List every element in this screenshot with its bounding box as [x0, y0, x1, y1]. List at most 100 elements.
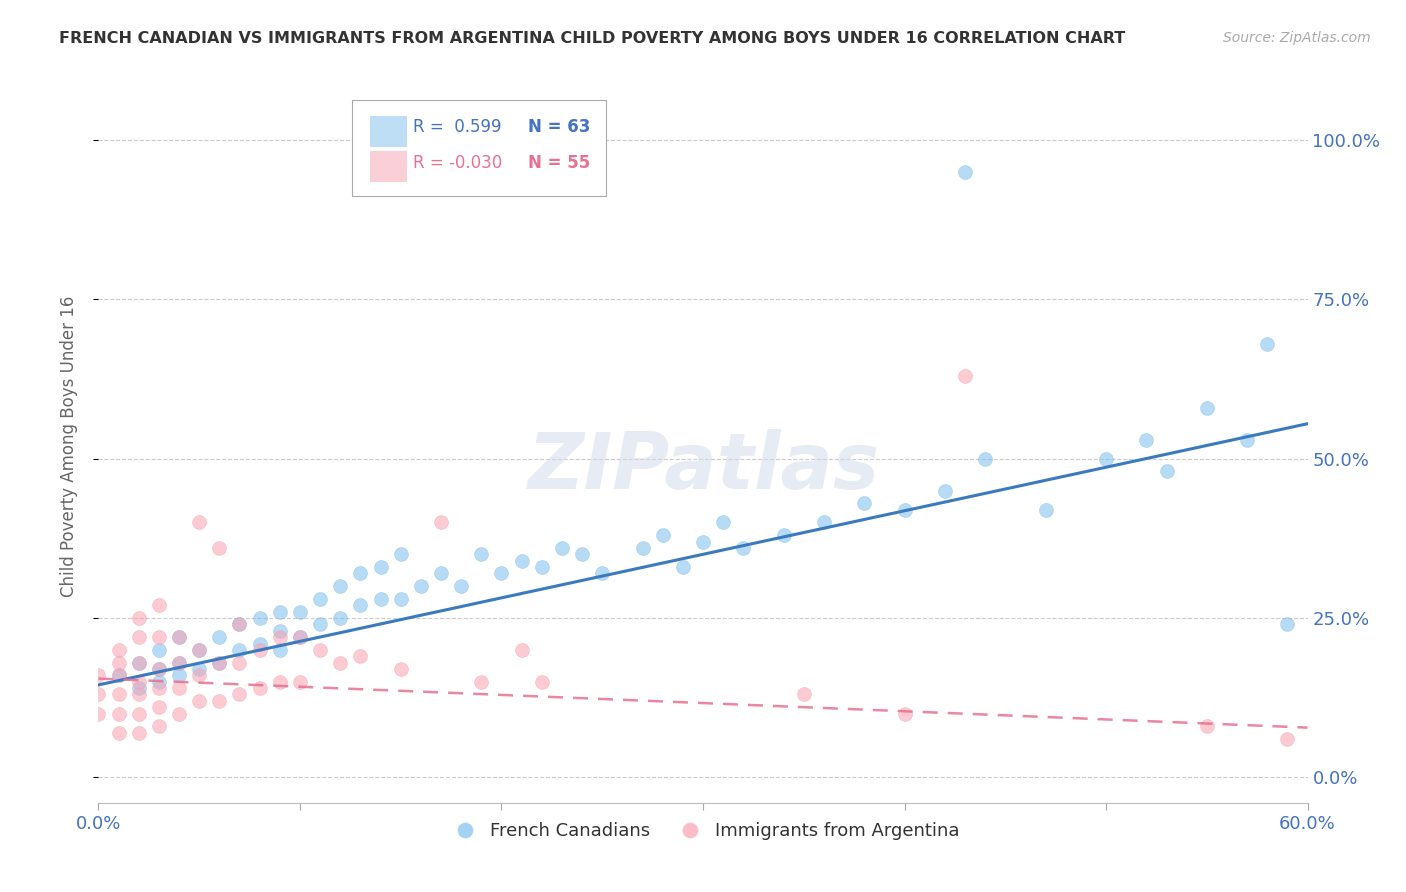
Point [772, 528, 794, 542]
Point [1035, 502, 1057, 516]
Point [148, 719, 170, 733]
Point [128, 688, 150, 702]
Point [228, 688, 250, 702]
Point [188, 694, 211, 708]
Point [349, 599, 371, 613]
Point [249, 681, 271, 695]
Point [208, 694, 231, 708]
Point [853, 496, 876, 510]
Text: N = 63: N = 63 [527, 118, 591, 136]
Point [510, 643, 533, 657]
Point [167, 656, 190, 670]
Point [208, 656, 231, 670]
Point [329, 579, 352, 593]
Point [87, 668, 110, 682]
Point [692, 534, 714, 549]
Point [309, 617, 332, 632]
Point [530, 560, 553, 574]
Point [510, 554, 533, 568]
Point [430, 566, 453, 581]
Point [188, 668, 211, 682]
Point [269, 624, 291, 638]
Point [813, 516, 835, 530]
Point [148, 662, 170, 676]
Point [288, 605, 311, 619]
Point [470, 547, 492, 561]
Point [370, 560, 392, 574]
Point [249, 611, 271, 625]
FancyBboxPatch shape [371, 152, 405, 181]
Point [591, 566, 613, 581]
Point [128, 681, 150, 695]
Point [711, 516, 734, 530]
Point [329, 611, 352, 625]
Point [128, 725, 150, 739]
Point [530, 674, 553, 689]
Point [651, 528, 673, 542]
Point [249, 636, 271, 650]
Point [249, 643, 271, 657]
Legend: French Canadians, Immigrants from Argentina: French Canadians, Immigrants from Argent… [439, 815, 967, 847]
Point [148, 674, 170, 689]
Point [128, 630, 150, 644]
Point [491, 566, 513, 581]
Text: N = 55: N = 55 [527, 153, 591, 171]
Point [631, 541, 654, 555]
Point [269, 605, 291, 619]
Point [128, 656, 150, 670]
Point [672, 560, 695, 574]
Point [167, 630, 190, 644]
Point [128, 674, 150, 689]
FancyBboxPatch shape [353, 100, 606, 196]
Point [470, 674, 492, 689]
Point [107, 668, 129, 682]
Point [228, 656, 250, 670]
Text: Source: ZipAtlas.com: Source: ZipAtlas.com [1223, 31, 1371, 45]
Point [450, 579, 472, 593]
Point [107, 643, 129, 657]
Point [167, 630, 190, 644]
Point [430, 516, 453, 530]
Point [793, 688, 815, 702]
Point [148, 630, 170, 644]
Point [1256, 337, 1278, 351]
Point [370, 591, 392, 606]
Point [148, 700, 170, 714]
Point [208, 541, 231, 555]
Point [167, 668, 190, 682]
Point [148, 681, 170, 695]
Point [107, 688, 129, 702]
Point [309, 591, 332, 606]
Point [329, 656, 352, 670]
Point [228, 617, 250, 632]
Point [107, 668, 129, 682]
Point [349, 566, 371, 581]
Point [128, 611, 150, 625]
Point [1195, 401, 1218, 415]
Point [571, 547, 593, 561]
Point [188, 643, 211, 657]
Point [269, 630, 291, 644]
Point [269, 674, 291, 689]
Point [167, 656, 190, 670]
Point [349, 649, 371, 664]
Point [1277, 617, 1299, 632]
Point [409, 579, 432, 593]
Point [953, 368, 976, 383]
Point [107, 656, 129, 670]
Point [288, 630, 311, 644]
Point [208, 630, 231, 644]
Point [389, 591, 412, 606]
Point [228, 617, 250, 632]
Point [148, 643, 170, 657]
Point [934, 483, 956, 498]
Point [208, 656, 231, 670]
Point [389, 547, 412, 561]
Point [188, 643, 211, 657]
Point [309, 643, 332, 657]
Point [1236, 433, 1258, 447]
Point [1135, 433, 1157, 447]
Point [87, 688, 110, 702]
Point [167, 706, 190, 721]
Point [269, 643, 291, 657]
